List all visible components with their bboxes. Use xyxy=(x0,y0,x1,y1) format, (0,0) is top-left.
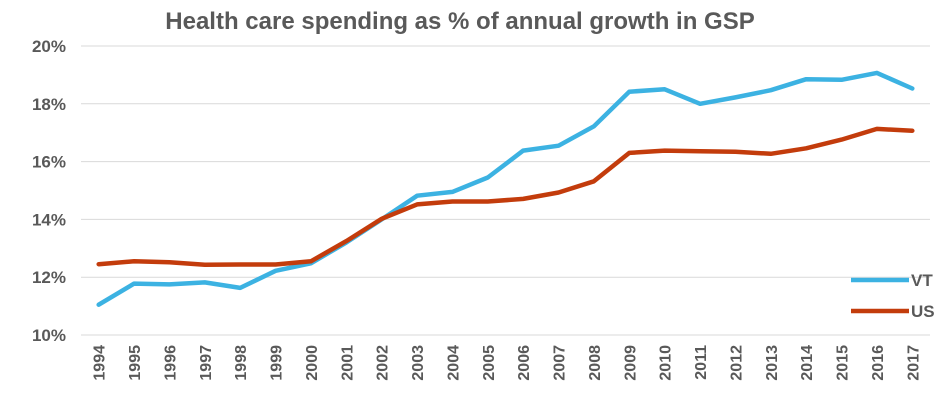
x-tick-label: 2004 xyxy=(445,345,462,381)
x-tick-label: 2009 xyxy=(622,345,639,381)
x-tick-label: 1995 xyxy=(127,345,144,381)
chart-title: Health care spending as % of annual grow… xyxy=(165,8,754,35)
series-lines xyxy=(99,73,913,305)
x-tick-label: 2016 xyxy=(870,345,887,381)
y-tick-label: 18% xyxy=(32,95,66,114)
x-tick-label: 2006 xyxy=(516,345,533,381)
y-tick-label: 14% xyxy=(32,210,66,229)
y-tick-label: 20% xyxy=(32,37,66,56)
x-tick-label: 2003 xyxy=(410,345,427,381)
series-vt xyxy=(99,73,913,305)
y-tick-label: 10% xyxy=(32,326,66,345)
y-tick-label: 16% xyxy=(32,153,66,172)
x-tick-label: 1998 xyxy=(233,345,250,381)
series-line-us xyxy=(99,129,913,265)
x-tick-label: 2015 xyxy=(835,345,852,381)
x-tick-label: 2012 xyxy=(728,345,745,381)
series-line-vt xyxy=(99,73,913,305)
x-tick-label: 2000 xyxy=(304,345,321,381)
legend-item-vt: VT xyxy=(851,271,933,290)
x-tick-label: 2001 xyxy=(339,345,356,381)
x-tick-label: 2013 xyxy=(764,345,781,381)
legend-label: VT xyxy=(911,271,933,290)
x-tick-label: 2017 xyxy=(905,345,922,381)
x-tick-label: 2007 xyxy=(552,345,569,381)
x-tick-label: 1996 xyxy=(162,345,179,381)
x-axis-ticks: 1994 1995 1996 1997 1998 1999 2000 2001 2002 2003… xyxy=(92,345,923,381)
x-tick-label: 2014 xyxy=(799,345,816,381)
y-tick-label: 12% xyxy=(32,268,66,287)
x-tick-label: 1997 xyxy=(198,345,215,381)
x-tick-label: 2011 xyxy=(693,345,710,380)
x-tick-label: 2008 xyxy=(587,345,604,381)
legend-item-us: US xyxy=(851,302,935,321)
legend-label: US xyxy=(911,302,935,321)
x-tick-label: 2002 xyxy=(375,345,392,381)
x-tick-label: 1994 xyxy=(92,345,109,381)
x-tick-label: 2010 xyxy=(658,345,675,381)
gridlines xyxy=(81,46,930,335)
x-tick-label: 1999 xyxy=(269,345,286,381)
x-tick-label: 2005 xyxy=(481,345,498,381)
series-us xyxy=(99,129,913,265)
legend: VT US xyxy=(851,271,935,321)
y-axis-ticks: 10% 12% 14% 16% 18% 20% xyxy=(32,37,66,345)
